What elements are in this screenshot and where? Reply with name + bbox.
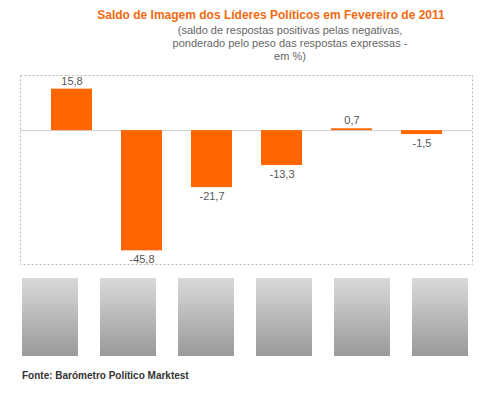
svg-text:-1,5: -1,5 (413, 137, 432, 149)
svg-text:0,7: 0,7 (344, 114, 359, 126)
svg-text:-21,7: -21,7 (199, 190, 224, 202)
html-text:(saldo de respostas positivas: (saldo de respostas positivas pelas nega… (172, 24, 408, 62)
svg-text:-13,3: -13,3 (269, 168, 294, 180)
svg-text:15,8: 15,8 (61, 75, 82, 87)
html-text:Saldo de Imagem dos Líderes Po: Saldo de Imagem dos Líderes Políticos em… (97, 8, 445, 22)
html-text:Fonte: Barómetro Político Mark: Fonte: Barómetro Político Marktest (22, 370, 189, 381)
svg-text:-45,8: -45,8 (129, 253, 154, 265)
